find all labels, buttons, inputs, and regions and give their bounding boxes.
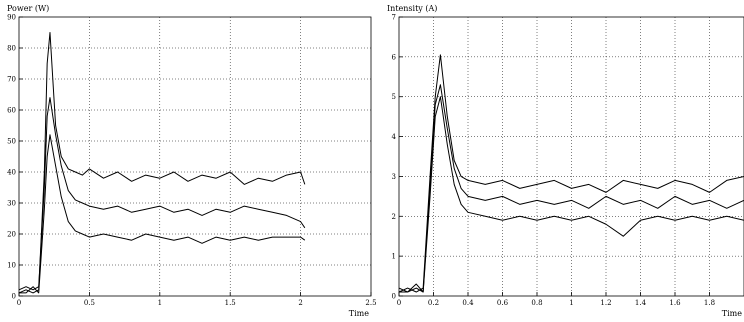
chart-2-ytick-label-1: 1: [392, 253, 396, 261]
chart-1-ytick-label-3: 30: [7, 200, 16, 208]
chart-1-ytick-label-7: 70: [7, 76, 16, 84]
chart-2-series-3: [399, 96, 744, 293]
chart-2-ytick-label-6: 6: [392, 53, 397, 61]
chart-2-xtick-label-9: 1.8: [704, 299, 715, 307]
chart-2-series-2: [398, 84, 744, 293]
chart-1-ytick-label-8: 80: [7, 45, 16, 53]
chart-2-xtick-label-5: 1: [569, 299, 573, 307]
intensity-chart: 0 0.2 0.4 0.6 0.8 1 1.2 1.4 1.6 1.8 0 1 2 3 4 5 6 7Intens…: [387, 4, 744, 318]
chart-1-xtick-label-2: 1: [158, 299, 162, 307]
chart-2-xtick-label-4: 0.8: [531, 299, 542, 307]
chart-2-ytick-label-3: 3: [392, 173, 396, 181]
chart-2-ytick-label-4: 4: [392, 133, 397, 141]
chart-1-series-1: [18, 32, 306, 294]
chart-2-xtick-label-7: 1.4: [635, 299, 647, 307]
chart-1-ytick-label-9: 90: [7, 14, 16, 22]
chart-2-xtick-label-3: 0.6: [497, 299, 509, 307]
chart-1-xtick-label-4: 2: [298, 299, 302, 307]
chart-2-ylabel: Intensity (A): [387, 4, 437, 13]
chart-1-ytick-label-0: 0: [12, 293, 16, 301]
chart-2-xtick-label-8: 1.6: [669, 299, 681, 307]
chart-1-xtick-label-0: 0: [17, 299, 21, 307]
chart-1-ytick-label-1: 10: [7, 262, 16, 270]
chart-2-ytick-label-7: 7: [392, 14, 396, 22]
chart-1-ytick-label-6: 60: [7, 107, 16, 115]
chart-2-xtick-label-1: 0.2: [428, 299, 439, 307]
chart-2-ytick-label-5: 5: [392, 93, 396, 101]
chart-1-frame: [18, 16, 372, 297]
chart-1-xtick-label-5: 2.5: [365, 299, 376, 307]
chart-1-series-3: [19, 134, 306, 294]
chart-1-ylabel: Power (W): [7, 4, 49, 13]
chart-1-series-2: [18, 97, 306, 291]
chart-1-xtick-label-3: 1.5: [225, 299, 236, 307]
chart-2-ytick-label-0: 0: [392, 293, 396, 301]
chart-2-xtick-label-0: 0: [397, 299, 401, 307]
chart-2-xlabel: Time: [722, 309, 742, 318]
chart-1-ytick-label-5: 50: [7, 138, 16, 146]
chart-2-xtick-label-2: 0.4: [462, 299, 474, 307]
chart-1-xtick-label-1: 0.5: [84, 299, 95, 307]
chart-1-ytick-label-4: 40: [7, 169, 16, 177]
chart-1-ytick-label-2: 20: [7, 231, 16, 239]
chart-1-xlabel: Time: [349, 309, 369, 318]
chart-2-xtick-label-6: 1.2: [600, 299, 611, 307]
chart-2-series-1: [398, 54, 744, 293]
chart-2-ytick-label-2: 2: [392, 213, 396, 221]
